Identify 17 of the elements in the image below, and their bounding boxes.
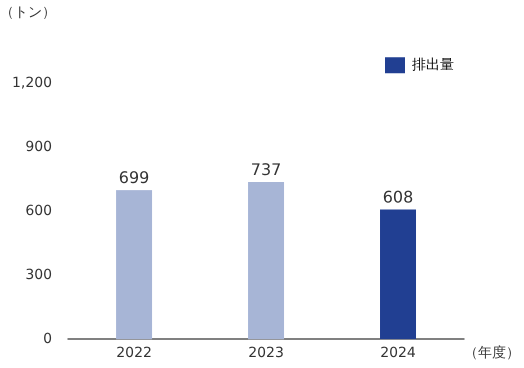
y-tick-label: 600 bbox=[25, 202, 52, 219]
y-axis-title: （トン） bbox=[0, 4, 56, 21]
data-label: 737 bbox=[250, 160, 282, 180]
data-label: 699 bbox=[118, 168, 150, 188]
x-tick-label: 2022 bbox=[116, 345, 152, 362]
x-axis-title: （年度） bbox=[464, 344, 520, 361]
legend-label: 排出量 bbox=[412, 56, 454, 73]
y-tick-label: 1,200 bbox=[12, 74, 52, 91]
y-tick-label: 0 bbox=[43, 330, 52, 347]
y-tick-label: 300 bbox=[25, 266, 52, 283]
x-tick-label: 2024 bbox=[380, 345, 416, 362]
data-label: 608 bbox=[382, 188, 414, 207]
bar bbox=[116, 190, 152, 340]
x-tick-label: 2023 bbox=[248, 345, 284, 362]
bar bbox=[248, 182, 284, 340]
bar bbox=[380, 209, 416, 340]
y-tick-label: 900 bbox=[25, 138, 52, 155]
